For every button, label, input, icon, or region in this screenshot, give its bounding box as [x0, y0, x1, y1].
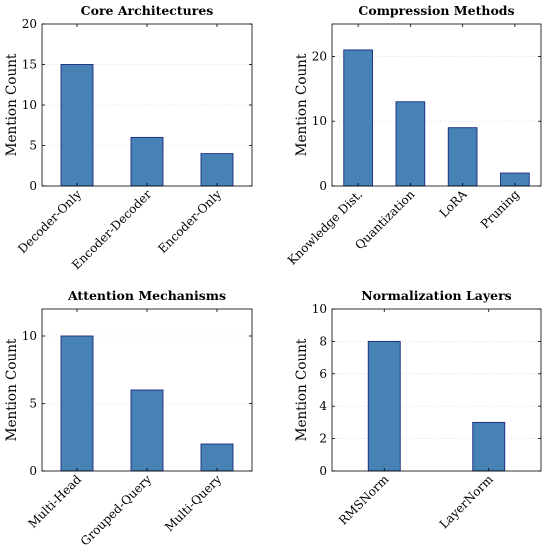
chart-title: Attention Mechanisms — [67, 288, 226, 303]
y-tick-label: 10 — [312, 114, 327, 128]
y-tick-label: 0 — [29, 464, 37, 478]
chart-title: Compression Methods — [358, 3, 514, 18]
y-tick-label: 5 — [29, 139, 37, 153]
y-tick-label: 0 — [319, 179, 327, 193]
bar-encoder-only — [200, 153, 234, 187]
x-category-label: Pruning — [478, 187, 522, 231]
y-tick-label: 8 — [319, 334, 327, 348]
y-tick-label: 20 — [312, 49, 327, 63]
y-axis-label: Mention Count — [4, 53, 20, 156]
bar-knowledge-dist — [343, 49, 373, 187]
bar-layernorm — [472, 421, 506, 472]
y-tick-label: 0 — [319, 464, 327, 478]
x-category-label: Knowledge Dist. — [285, 187, 365, 267]
chart-title: Core Architectures — [81, 3, 214, 18]
bar-encoder-decoder — [130, 136, 164, 187]
y-tick-label: 2 — [319, 432, 327, 446]
bar-rmsnorm — [367, 340, 401, 472]
bar-decoder-only — [60, 64, 94, 187]
y-tick-label: 10 — [22, 98, 37, 112]
bar-multi-head — [60, 335, 94, 472]
y-tick-label: 5 — [29, 397, 37, 411]
x-category-label: LoRA — [437, 187, 470, 220]
y-axis-label: Mention Count — [4, 338, 20, 441]
x-category-label: LayerNorm — [437, 472, 497, 532]
x-category-label: Multi-Query — [162, 472, 224, 534]
bar-grouped-query — [130, 389, 164, 472]
y-tick-label: 10 — [312, 302, 327, 316]
y-tick-label: 4 — [319, 399, 327, 413]
y-axis-label: Mention Count — [294, 338, 310, 441]
plot-frame — [331, 308, 542, 472]
chart-panel-4: 0 2 4 6 8 10 RMSNorm LayerNorm Normalization Lay… — [294, 288, 542, 532]
bar-lora — [447, 127, 478, 187]
x-category-label: RMSNorm — [336, 472, 392, 528]
chart-title: Normalization Layers — [361, 288, 511, 303]
x-category-label: Encoder-Decoder — [69, 187, 154, 272]
plot-frame — [331, 23, 542, 187]
bar-multi-query — [200, 443, 234, 472]
y-tick-label: 15 — [22, 58, 37, 72]
y-tick-label: 0 — [29, 179, 37, 193]
x-category-label: Decoder-Only — [15, 187, 84, 256]
x-category-label: Multi-Head — [25, 472, 84, 531]
x-category-label: Encoder-Only — [155, 187, 224, 256]
y-axis-label: Mention Count — [294, 53, 310, 156]
y-tick-label: 20 — [22, 17, 37, 31]
x-category-label: Grouped-Query — [78, 472, 155, 549]
y-tick-label: 6 — [319, 367, 327, 381]
bar-quantization — [395, 101, 426, 187]
y-tick-label: 10 — [22, 329, 37, 343]
